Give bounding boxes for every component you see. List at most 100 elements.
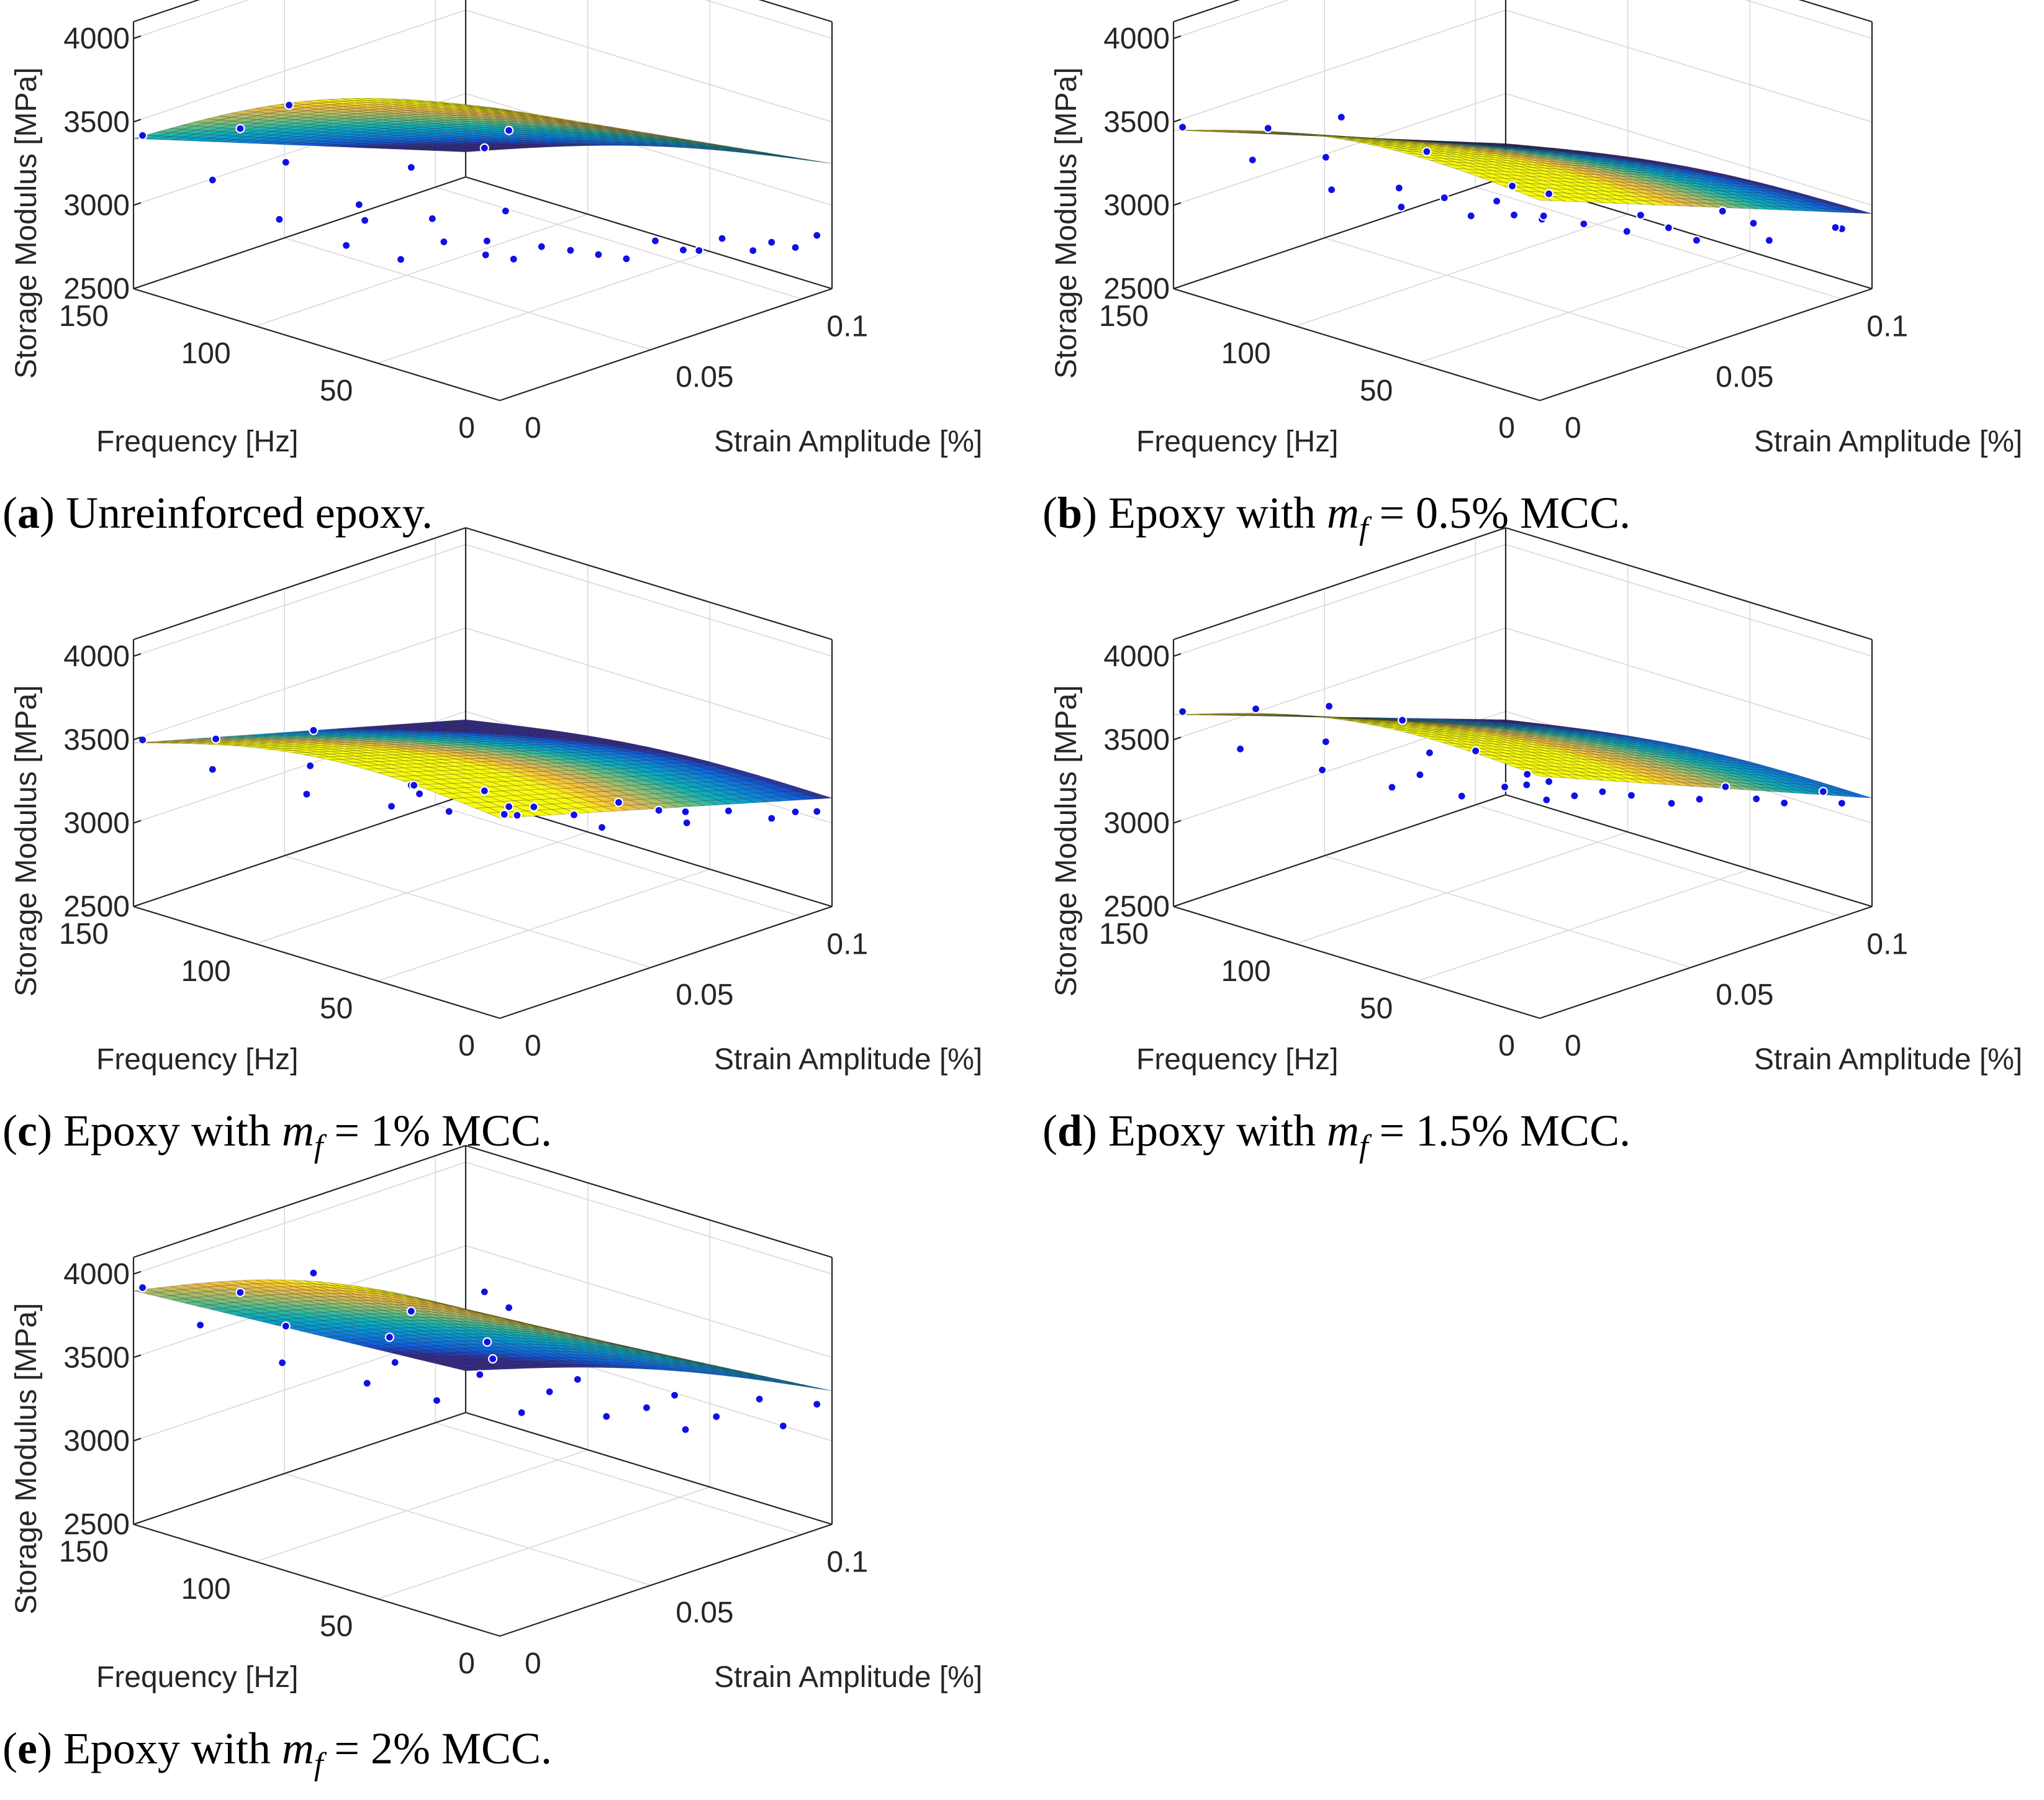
surface-patch [1527, 195, 1553, 201]
z-tick-label: 3000 [63, 189, 130, 222]
surface-patch [629, 131, 654, 135]
surface-patch [541, 779, 568, 785]
axes-box-edge [133, 1144, 466, 1259]
panel-c: 2500 3000 3500 4000 0 50 100 150 0 0.05 0.1 Frequen… [2, 527, 982, 1164]
caption-text: Epoxy with [1097, 1106, 1327, 1156]
surface-patch [586, 739, 612, 744]
surface-patch [231, 110, 256, 115]
data-point [309, 1268, 319, 1278]
ztick-mark [133, 1354, 142, 1359]
surface-patch [1550, 152, 1576, 155]
surface-patch [1236, 131, 1261, 133]
surface-patch [575, 143, 600, 146]
surface-patch [659, 143, 685, 147]
data-point [545, 1387, 554, 1397]
gridline-z [1173, 627, 1506, 741]
data-point [1396, 202, 1406, 212]
data-point [281, 157, 291, 167]
ztick-mark [1173, 736, 1182, 741]
axes-box-edge [499, 1523, 833, 1637]
surface-patch [219, 112, 244, 117]
surface-patch [1272, 132, 1298, 134]
data-point [138, 1283, 148, 1293]
data-point [1830, 222, 1840, 232]
surface-patch [535, 133, 560, 136]
surface-patch [426, 725, 451, 728]
data-point [302, 789, 312, 799]
surface-patch [332, 115, 358, 119]
surface-patch [496, 745, 522, 749]
frequency-tick-label: 100 [1221, 955, 1271, 988]
surface-patch [539, 115, 564, 120]
surface-patch [608, 761, 633, 766]
ztick-mark [133, 736, 142, 741]
data-point [1748, 218, 1758, 228]
surface-patch [428, 774, 454, 780]
surface-patch [1771, 785, 1796, 790]
storage-modulus-axis-label: Storage Modulus [MPa] [10, 67, 43, 379]
strain-tick-label: 0 [525, 1647, 541, 1680]
z-tick-label: 4000 [1103, 22, 1170, 55]
surface-patch [299, 143, 325, 147]
z-tick-label: 3000 [63, 807, 130, 840]
surface-patch [1472, 149, 1498, 153]
gridline-f [378, 251, 710, 364]
surface-patch [1319, 135, 1345, 139]
surface-patch [1436, 723, 1462, 726]
strain-tick-label: 0 [525, 1029, 541, 1062]
surface-patch [256, 745, 281, 748]
surface-patch [537, 141, 563, 144]
surface-patch [271, 125, 297, 129]
surface-patch [1476, 723, 1502, 726]
caption-math-var: m [282, 1106, 314, 1156]
z-tick-label: 4000 [63, 22, 130, 55]
surface-patch [1724, 178, 1750, 183]
data-point [504, 802, 514, 812]
data-point [1508, 181, 1517, 191]
strain-tick-label: 0 [525, 412, 541, 445]
data-point [482, 236, 492, 246]
surface-patch [319, 110, 344, 114]
z-tick-label: 4000 [63, 640, 130, 673]
gridline-z [465, 544, 833, 657]
surface-patch [720, 148, 746, 152]
strain-tick-label: 0.05 [676, 361, 733, 394]
surface-patch [526, 145, 551, 148]
data-point [432, 1396, 442, 1406]
surface-patch [1601, 155, 1627, 159]
data-point [1422, 147, 1432, 156]
surface-patch [1518, 169, 1544, 174]
surface-patch [643, 135, 669, 139]
panel-caption: (d) Epoxy with mf = 1.5% MCC. [1042, 1106, 1630, 1164]
surface-patch [1455, 165, 1480, 170]
surface-patch [709, 148, 735, 152]
surface-patch [443, 113, 469, 116]
surface-patch [1618, 191, 1644, 197]
caption-text: Epoxy with [52, 1724, 282, 1773]
surface-patch [592, 127, 618, 132]
surface-patch [1287, 133, 1312, 135]
surface-patch [469, 758, 494, 762]
caption-letter: e [17, 1724, 37, 1773]
surface-patch [546, 132, 572, 134]
surface-patch [398, 133, 423, 137]
surface-patch [705, 143, 731, 148]
surface-patch [1578, 151, 1604, 154]
surface-patch [522, 742, 548, 746]
gridline-z [1173, 0, 1290, 39]
gridline-z [465, 1162, 833, 1275]
surface-patch [1784, 197, 1810, 202]
data-point [1336, 112, 1346, 122]
surface-patch [1632, 762, 1658, 768]
axes-box-edge [133, 1523, 500, 1637]
data-point [1457, 791, 1467, 801]
surface-patch [348, 134, 374, 138]
surface-patch [617, 130, 643, 134]
data-point [1622, 227, 1632, 237]
surface-patch [1335, 135, 1360, 138]
surface-patch [1709, 184, 1735, 189]
surface-patch [420, 118, 445, 121]
panel-b: 2500 3000 3500 4000 0 50 100 150 0 0.05 0.1 Frequen… [1042, 0, 2022, 546]
data-point [444, 807, 454, 816]
data-point [504, 1303, 514, 1313]
